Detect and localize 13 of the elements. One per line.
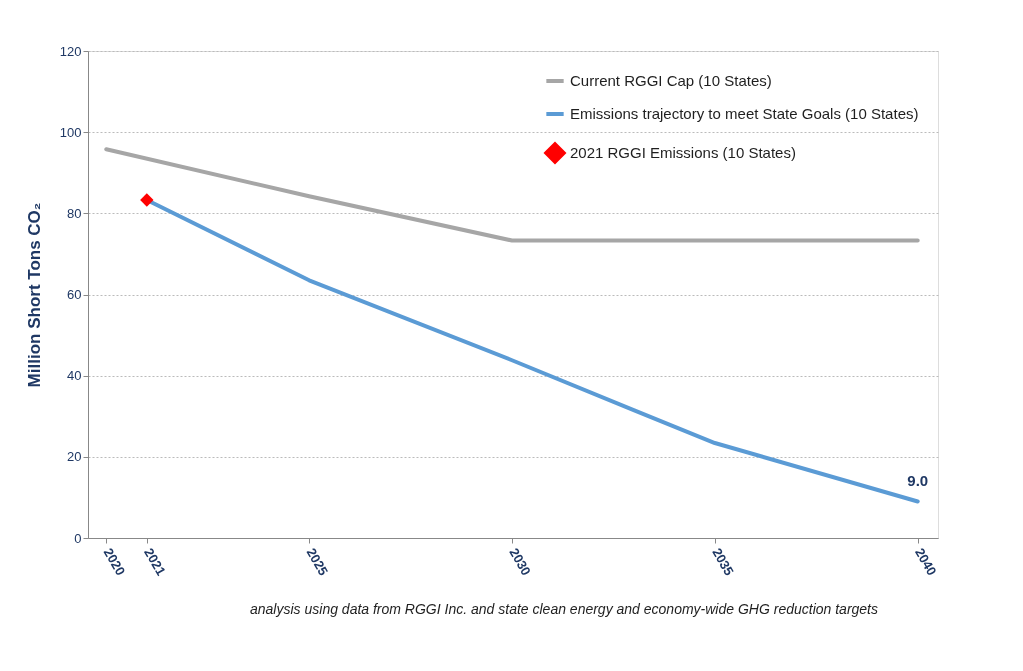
y-tick-label: 120 bbox=[59, 43, 82, 59]
y-tick-label: 40 bbox=[67, 368, 82, 384]
y-axis-title: Million Short Tons CO₂ bbox=[24, 202, 44, 388]
y-tick-label: 0 bbox=[74, 530, 82, 546]
y-tick-label: 100 bbox=[59, 124, 82, 140]
legend-label: Current RGGI Cap (10 States) bbox=[570, 72, 772, 89]
legend-label: 2021 RGGI Emissions (10 States) bbox=[570, 144, 796, 161]
y-tick-label: 20 bbox=[67, 449, 82, 465]
legend-label: Emissions trajectory to meet State Goals (10 States) bbox=[570, 105, 919, 122]
y-tick-label: 80 bbox=[67, 205, 82, 221]
data-label: 9.0 bbox=[907, 472, 929, 490]
y-tick-label: 60 bbox=[67, 287, 82, 302]
text: analysis using data from RGGI Inc. and state clean energy and economy-wide GHG reduction targets bbox=[250, 601, 878, 617]
